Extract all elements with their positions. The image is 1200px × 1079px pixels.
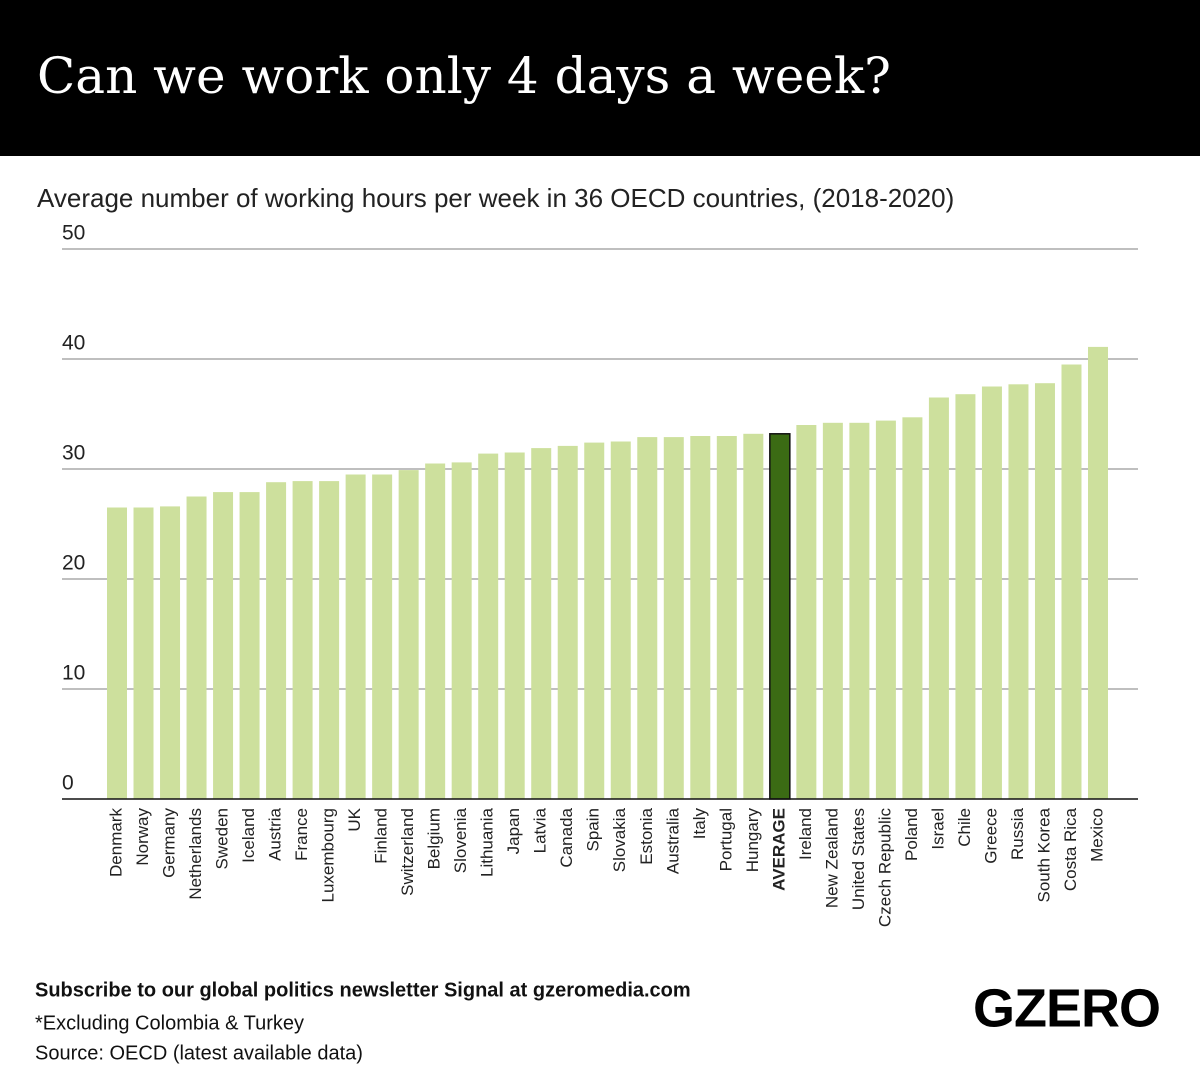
x-tick-label: Denmark	[106, 808, 125, 877]
x-tick-label: Switzerland	[398, 808, 417, 896]
bar	[1088, 346, 1108, 799]
x-tick-label: Japan	[504, 808, 523, 854]
y-tick-label: 40	[62, 332, 85, 355]
bar	[292, 481, 313, 799]
x-tick-label: Australia	[663, 807, 682, 874]
x-tick-label: AVERAGE	[769, 808, 788, 891]
bar	[849, 422, 870, 799]
x-tick-label: Belgium	[425, 808, 444, 869]
bar	[160, 506, 181, 799]
logo: GZERO	[973, 978, 1160, 1038]
bar	[584, 442, 605, 799]
x-tick-label: Luxembourg	[319, 808, 338, 903]
x-tick-label: New Zealand	[822, 808, 841, 908]
x-tick-label: Lithuania	[478, 807, 497, 877]
x-tick-label: Portugal	[716, 808, 735, 871]
bar	[690, 436, 711, 799]
bar	[981, 386, 1002, 799]
bar	[319, 481, 340, 799]
bar	[1034, 383, 1055, 799]
x-tick-label: Poland	[902, 808, 921, 861]
x-tick-label: Finland	[372, 808, 391, 864]
bar	[769, 433, 791, 800]
bar	[557, 445, 578, 799]
x-tick-label: Sweden	[213, 808, 232, 869]
bar	[822, 422, 843, 799]
x-tick-label: Latvia	[531, 807, 550, 853]
bar	[504, 452, 525, 799]
x-tick-label: South Korea	[1034, 807, 1053, 902]
bar	[955, 394, 976, 799]
bar	[345, 474, 366, 799]
bar	[266, 482, 287, 799]
header-band	[0, 0, 1200, 156]
x-tick-label: Estonia	[637, 807, 656, 864]
x-tick-label: Costa Rica	[1061, 807, 1080, 891]
bar	[902, 417, 923, 799]
bar	[716, 436, 737, 799]
bar	[107, 507, 127, 799]
bar	[451, 462, 472, 799]
y-tick-label: 50	[62, 222, 85, 245]
y-tick-label: 20	[62, 552, 85, 575]
bar	[478, 453, 499, 799]
subscribe-note: Subscribe to our global politics newslet…	[35, 979, 691, 1001]
bar	[133, 507, 154, 799]
bar	[1008, 384, 1029, 799]
x-tick-label: Czech Republic	[875, 808, 894, 928]
x-tick-label: Iceland	[239, 808, 258, 863]
x-tick-label: Greece	[981, 808, 1000, 864]
bar	[875, 420, 896, 799]
x-tick-label: Ireland	[796, 808, 815, 860]
bar	[531, 448, 552, 799]
bar	[928, 397, 949, 799]
x-tick-label: UK	[345, 807, 364, 831]
bar	[1061, 364, 1082, 799]
x-tick-label: Israel	[928, 808, 947, 850]
chart-subtitle: Average number of working hours per week…	[37, 183, 954, 213]
bar	[239, 492, 260, 799]
x-tick-label: Hungary	[743, 808, 762, 873]
bar	[610, 441, 631, 799]
x-tick-label: Austria	[266, 807, 285, 860]
x-tick-label: Italy	[690, 808, 709, 840]
bar	[743, 433, 764, 799]
y-tick-label: 10	[62, 662, 85, 685]
bar	[637, 437, 658, 799]
x-tick-label: France	[292, 808, 311, 861]
x-tick-label: Spain	[584, 808, 603, 851]
x-tick-label: United States	[849, 808, 868, 910]
bar	[398, 470, 419, 799]
bar	[663, 437, 684, 799]
x-tick-label: Canada	[557, 807, 576, 867]
x-tick-label: Mexico	[1087, 808, 1106, 862]
bar	[796, 425, 817, 799]
x-tick-label: Norway	[133, 808, 152, 866]
y-tick-label: 30	[62, 442, 85, 465]
x-tick-label: Slovakia	[610, 807, 629, 872]
bar	[425, 463, 446, 799]
x-tick-label: Chile	[955, 808, 974, 847]
bar	[372, 474, 393, 799]
x-tick-label: Netherlands	[186, 808, 205, 900]
footnote: *Excluding Colombia & Turkey	[35, 1012, 304, 1034]
x-tick-label: Russia	[1008, 807, 1027, 860]
bar	[186, 496, 207, 799]
x-tick-label: Germany	[160, 808, 179, 878]
x-tick-label: Slovenia	[451, 807, 470, 873]
source: Source: OECD (latest available data)	[35, 1042, 363, 1064]
bar	[213, 492, 234, 799]
y-tick-label: 0	[62, 772, 74, 795]
chart-title: Can we work only 4 days a week?	[37, 47, 891, 105]
